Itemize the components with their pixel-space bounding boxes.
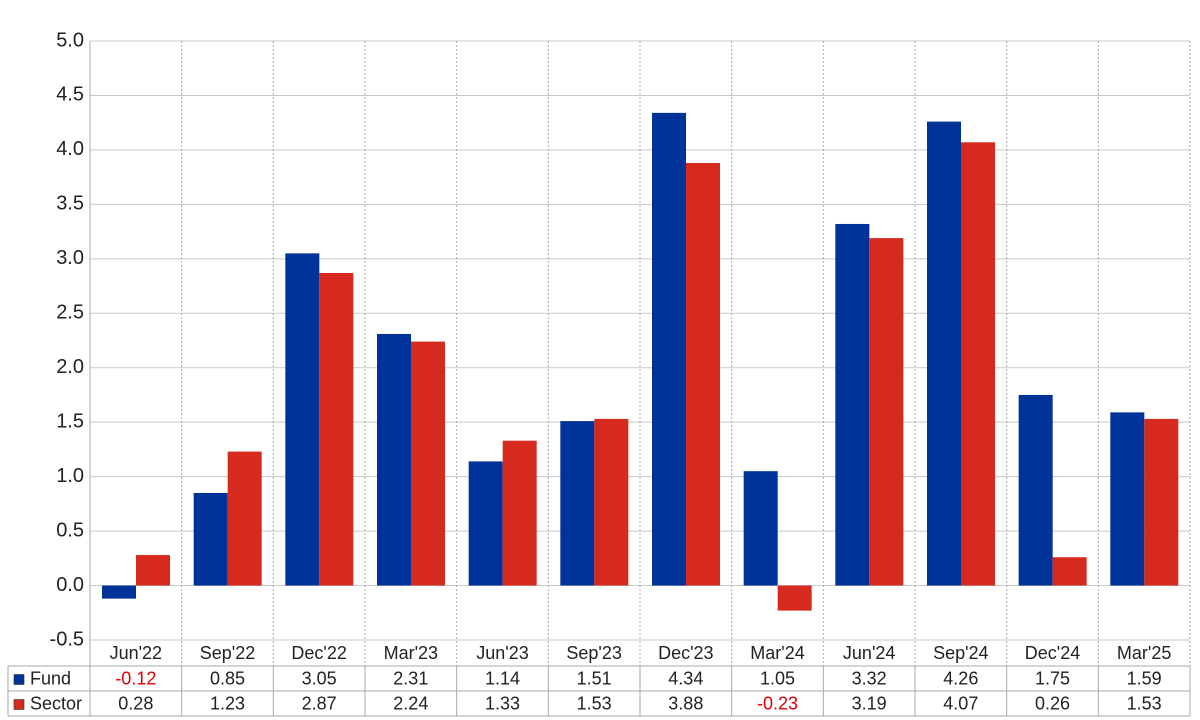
bar xyxy=(560,421,595,586)
legend-label: Fund xyxy=(30,668,71,688)
table-value: 1.75 xyxy=(1035,668,1070,688)
bar xyxy=(227,451,262,586)
x-tick-label: Sep'23 xyxy=(566,643,622,663)
bar xyxy=(285,253,320,586)
x-tick-label: Mar'24 xyxy=(750,643,804,663)
bar xyxy=(743,471,778,586)
table-value: 3.32 xyxy=(852,668,887,688)
bar xyxy=(686,162,720,586)
bar xyxy=(1110,412,1145,586)
table-value: 3.88 xyxy=(668,693,703,713)
legend-label: Sector xyxy=(30,693,82,713)
bar xyxy=(1052,557,1087,586)
table-value: 2.87 xyxy=(302,693,337,713)
y-tick-label: 3.0 xyxy=(56,247,84,269)
y-tick-label: 4.5 xyxy=(56,84,84,106)
legend-swatch xyxy=(13,699,25,710)
x-tick-label: Mar'23 xyxy=(384,643,438,663)
y-tick-label: 5.0 xyxy=(56,29,84,51)
bar xyxy=(961,142,995,586)
table-value: 4.07 xyxy=(943,693,978,713)
x-tick-label: Jun'22 xyxy=(110,643,162,663)
bar xyxy=(468,461,503,586)
table-value: 1.59 xyxy=(1127,668,1162,688)
x-tick-label: Dec'22 xyxy=(291,643,346,663)
bar xyxy=(136,555,170,586)
table-value: 1.05 xyxy=(760,668,795,688)
y-tick-label: 2.0 xyxy=(56,356,84,378)
y-tick-label: 4.0 xyxy=(56,138,84,160)
table-value: 1.53 xyxy=(577,693,612,713)
bar xyxy=(102,585,136,599)
bar xyxy=(502,440,537,586)
table-value: 3.05 xyxy=(302,668,337,688)
table-value: -0.23 xyxy=(757,693,798,713)
bar xyxy=(777,585,812,611)
y-tick-label: 1.0 xyxy=(56,465,84,487)
table-value: 1.53 xyxy=(1127,693,1162,713)
table-value: 2.31 xyxy=(393,668,428,688)
y-tick-label: 1.5 xyxy=(56,410,84,432)
table-value: 1.51 xyxy=(577,668,612,688)
x-tick-label: Sep'24 xyxy=(933,643,989,663)
table-value: 0.26 xyxy=(1035,693,1070,713)
x-tick-label: Jun'24 xyxy=(843,643,895,663)
bar xyxy=(193,492,228,586)
bar xyxy=(835,223,870,586)
table-value: 2.24 xyxy=(393,693,428,713)
bar xyxy=(1018,394,1053,586)
bar xyxy=(319,272,354,586)
x-tick-label: Dec'23 xyxy=(658,643,713,663)
x-tick-label: Dec'24 xyxy=(1025,643,1080,663)
table-value: 4.26 xyxy=(943,668,978,688)
table-value: 4.34 xyxy=(668,668,703,688)
table-value: 1.33 xyxy=(485,693,520,713)
bar xyxy=(1144,418,1179,586)
table-value: -0.12 xyxy=(115,668,156,688)
x-tick-label: Jun'23 xyxy=(476,643,528,663)
bar xyxy=(927,121,961,586)
bar xyxy=(594,418,629,586)
x-tick-label: Mar'25 xyxy=(1117,643,1171,663)
x-tick-label: Sep'22 xyxy=(200,643,256,663)
y-tick-label: 3.5 xyxy=(56,193,84,215)
table-value: 3.19 xyxy=(852,693,887,713)
bar xyxy=(869,238,904,586)
y-tick-label: 0.0 xyxy=(56,574,84,596)
table-value: 0.85 xyxy=(210,668,245,688)
bar xyxy=(377,333,411,586)
bar xyxy=(652,112,686,586)
table-value: 0.28 xyxy=(118,693,153,713)
table-value: 1.14 xyxy=(485,668,520,688)
y-tick-label: 0.5 xyxy=(56,519,84,541)
legend-swatch xyxy=(13,674,25,685)
bar xyxy=(411,341,445,586)
y-tick-label: -0.5 xyxy=(50,628,84,650)
table-value: 1.23 xyxy=(210,693,245,713)
y-tick-label: 2.5 xyxy=(56,302,84,324)
